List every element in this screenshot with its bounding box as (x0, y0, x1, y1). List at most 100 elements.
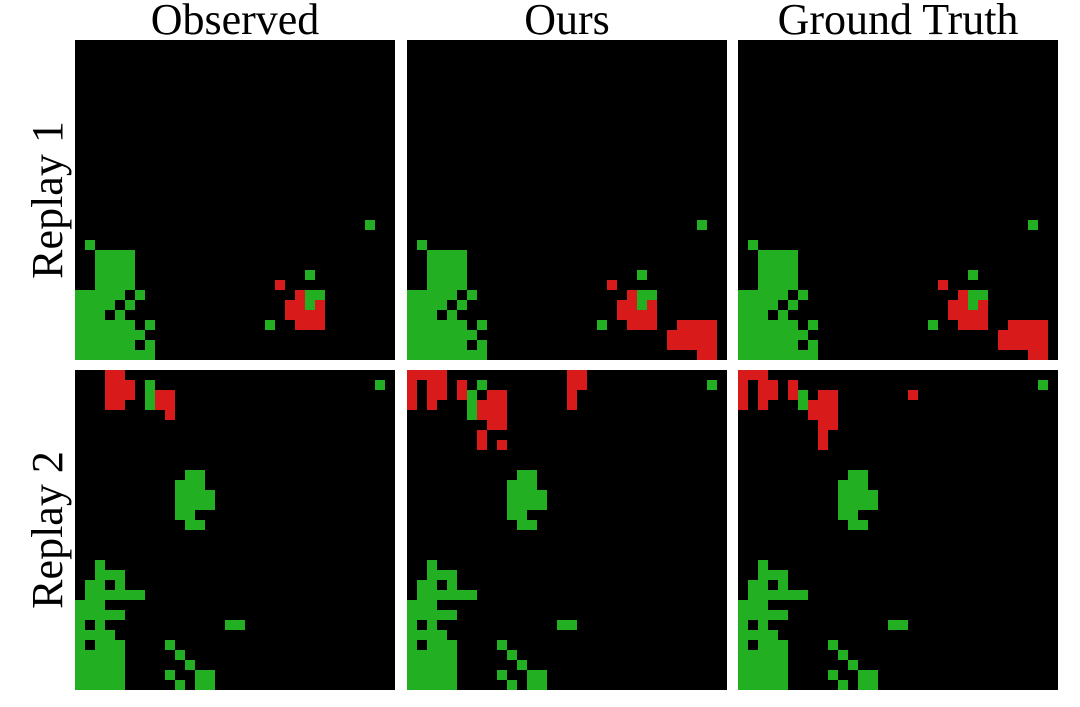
cell (738, 650, 788, 660)
cell (467, 290, 477, 300)
cell (958, 290, 968, 300)
cell (477, 380, 487, 390)
cell (788, 300, 798, 310)
cell (457, 300, 467, 310)
cell (888, 620, 908, 630)
cell (517, 660, 527, 670)
cell (527, 670, 547, 690)
cell (407, 330, 477, 340)
row-label: Replay 1 (23, 121, 72, 279)
cell (617, 310, 657, 320)
cell (95, 250, 135, 260)
cell (497, 640, 507, 650)
cell (407, 620, 417, 630)
cell (758, 640, 788, 650)
cell (75, 610, 125, 620)
cell (427, 620, 437, 630)
cell (738, 350, 808, 360)
cell (75, 330, 145, 340)
cell (407, 650, 457, 660)
cell (647, 300, 657, 310)
cell (838, 680, 848, 690)
cell (707, 380, 717, 390)
cell (738, 630, 778, 640)
cell (75, 650, 125, 660)
cell (838, 510, 858, 520)
cell (305, 300, 315, 310)
cell (175, 500, 215, 510)
cell (477, 320, 487, 330)
cell (968, 300, 978, 310)
cell (407, 630, 447, 640)
row-label: Replay 2 (23, 451, 72, 609)
cell (838, 500, 878, 510)
cell (477, 430, 487, 450)
cell (758, 260, 798, 290)
panel (75, 370, 395, 690)
cell (908, 390, 918, 400)
cell (417, 240, 427, 250)
cell (627, 290, 637, 300)
cell (427, 570, 457, 580)
cell (637, 290, 657, 300)
cell (978, 300, 988, 310)
cell (567, 390, 577, 410)
cell (145, 340, 155, 360)
cell (427, 400, 437, 410)
cell (677, 320, 717, 330)
cell (417, 590, 477, 600)
cell (165, 640, 175, 650)
cell (507, 500, 547, 510)
cell (427, 560, 437, 570)
cell (788, 380, 798, 400)
cell (165, 670, 175, 680)
cell (457, 380, 467, 400)
cell (938, 280, 948, 290)
cell (477, 340, 487, 360)
cell (758, 400, 768, 410)
cell (225, 620, 245, 630)
panel (738, 370, 1058, 690)
cell (275, 280, 285, 290)
cell (948, 310, 988, 320)
cell (798, 290, 808, 300)
cell (998, 340, 1048, 350)
column-title: Ours (524, 0, 610, 44)
cell (75, 620, 85, 630)
cell (858, 670, 878, 690)
cell (407, 310, 437, 320)
cell (758, 560, 768, 570)
cell (998, 330, 1048, 340)
cell (667, 330, 717, 340)
cell (145, 320, 155, 330)
cell (175, 490, 195, 500)
cell (75, 310, 105, 320)
cell (447, 310, 457, 320)
cell (175, 650, 185, 660)
cell (818, 430, 828, 450)
cell (75, 640, 85, 650)
cell (305, 270, 315, 280)
cell (748, 240, 758, 250)
cell (838, 480, 868, 490)
cell (1028, 220, 1038, 230)
cell (467, 390, 477, 420)
cell (738, 640, 748, 650)
cell (738, 330, 808, 340)
cell (95, 260, 135, 290)
cell (75, 320, 135, 330)
cell (375, 380, 385, 390)
cell (407, 380, 417, 410)
cell (958, 320, 988, 330)
cell (105, 370, 125, 410)
cell (1038, 380, 1048, 390)
cell (828, 640, 838, 650)
cell (407, 300, 447, 310)
cell (527, 490, 547, 500)
cell (557, 620, 577, 630)
cell (828, 670, 838, 680)
cell (738, 620, 748, 630)
cell (748, 580, 768, 590)
cell (738, 290, 788, 300)
